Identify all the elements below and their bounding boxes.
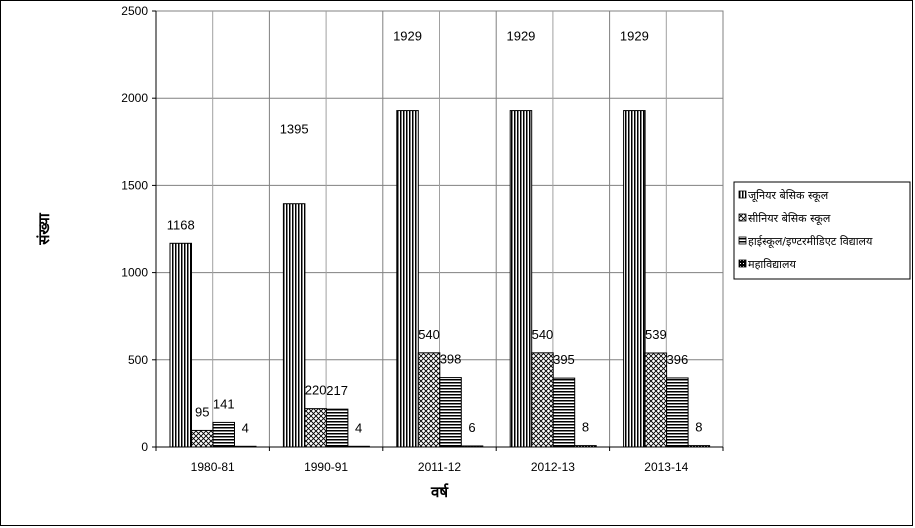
x-tick-label: 2011-12 [418,460,461,474]
bar-senior-basic [644,352,668,448]
data-label: 4 [242,420,249,435]
data-label: 8 [695,420,702,435]
data-label: 1929 [620,29,649,44]
bar-junior-basic [396,110,419,448]
data-label: 220 [305,383,327,398]
y-tick-label: 500 [128,353,148,367]
legend-swatch-college [738,259,747,268]
data-label: 396 [666,352,688,367]
bar-senior-basic [417,352,441,448]
legend-box [733,181,911,280]
data-label: 141 [213,396,235,411]
data-label: 217 [326,383,348,398]
legend-swatch-junior-basic [738,190,747,199]
x-tick-label: 1990-91 [304,460,348,474]
y-tick-label: 2000 [121,91,148,105]
data-label: 398 [440,352,462,367]
y-tick-label: 2500 [121,4,148,18]
legend-label-junior-basic: जूनियर बेसिक स्कूल [748,189,829,203]
data-label: 1168 [167,217,195,232]
bar-junior-basic [623,110,646,448]
data-label: 540 [418,327,440,342]
bar-junior-basic [282,203,306,448]
data-label: 395 [553,352,575,367]
bar-junior-basic [169,242,192,448]
legend-label-college: महाविद्यालय [748,258,796,271]
x-tick-label: 2012-13 [531,460,575,474]
data-label: 539 [645,327,667,342]
bar-senior-basic [531,352,554,448]
data-label: 540 [532,327,554,342]
data-label: 1395 [280,122,309,137]
data-label: 6 [468,420,475,435]
x-tick-label: 2013-14 [644,460,688,474]
bar-senior-basic [191,429,214,448]
data-label: 95 [195,404,209,419]
data-label: 4 [355,420,362,435]
data-label: 1929 [393,29,422,44]
bar-junior-basic [509,110,533,448]
bar-highschool [325,408,349,448]
bar-senior-basic [304,408,327,448]
bar-highschool [439,377,462,448]
y-axis-title: संख्या [35,212,53,246]
data-label: 1929 [506,29,535,44]
legend-label-senior-basic: सीनियर बेसिक स्कूल [748,212,831,226]
y-tick-label: 1000 [121,266,148,280]
legend-swatch-highschool [738,236,747,245]
data-label: 8 [582,420,589,435]
bar-highschool [212,421,235,448]
legend-swatch-senior-basic [738,213,747,222]
x-tick-label: 1980-81 [191,460,235,474]
bar-highschool [552,377,576,448]
y-tick-label: 0 [141,440,148,454]
y-tick-label: 1500 [121,178,148,192]
legend-label-highschool: हाईस्कूल/इण्टरमीडिएट विद्यालय [748,235,873,249]
bar-highschool [666,377,689,448]
x-axis-title: वर्ष [430,483,449,501]
